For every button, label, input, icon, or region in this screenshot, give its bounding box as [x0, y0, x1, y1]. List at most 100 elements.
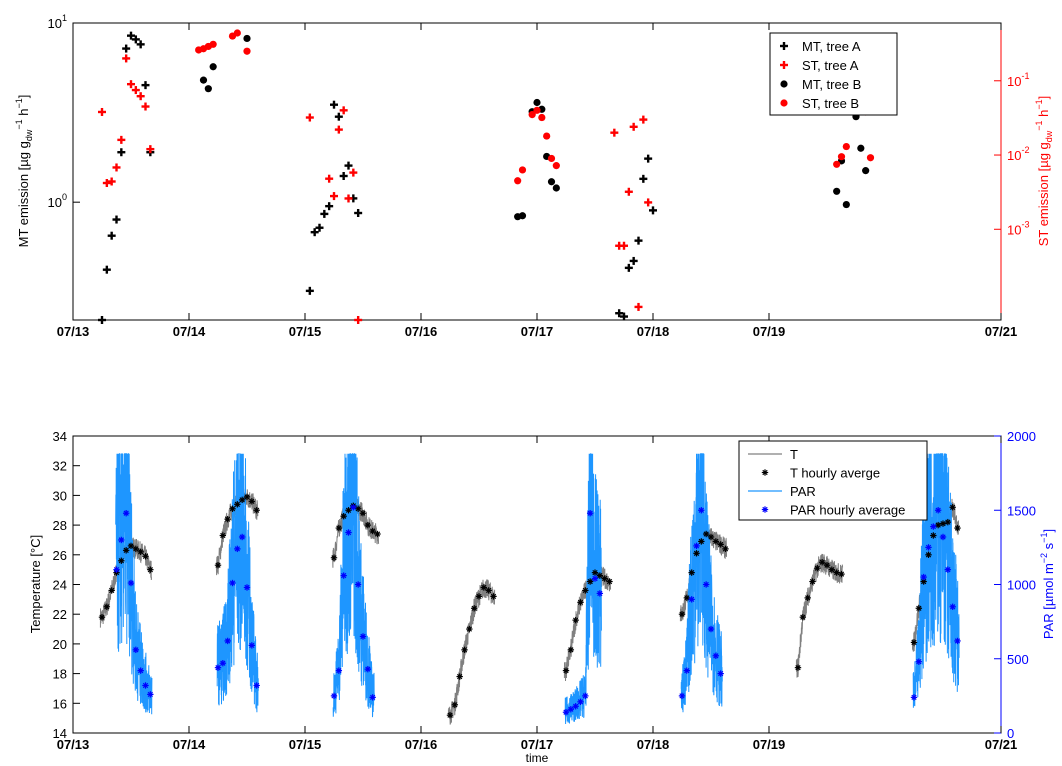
point-mt-tree-a	[320, 209, 329, 218]
temperature-hourly-point	[118, 557, 125, 564]
point-st-tree-a	[131, 86, 140, 95]
point-mt-tree-a	[131, 35, 140, 44]
temperature-hourly-point	[330, 554, 338, 561]
point-st-tree-a	[624, 187, 633, 196]
temperature-hourly-point	[939, 520, 947, 527]
point-st-tree-b	[518, 166, 527, 174]
temperature-hourly-point	[137, 548, 144, 556]
point-mt-tree-a	[117, 148, 126, 157]
par-hourly-point	[335, 667, 343, 674]
point-st-tree-a	[112, 163, 121, 172]
point-st-tree-a	[629, 122, 638, 131]
par-hourly-point	[712, 652, 720, 659]
temperature-hourly-point	[586, 578, 594, 585]
temperature-hourly-point	[335, 524, 343, 532]
point-mt-tree-b	[857, 144, 865, 152]
par-hourly-point	[340, 572, 347, 579]
point-st-tree-b	[209, 40, 217, 48]
top-left-axis: 101 100	[48, 13, 80, 210]
point-mt-tree-a	[354, 209, 363, 218]
par-hourly-point	[354, 581, 362, 588]
temperature-hourly-point	[954, 524, 961, 532]
top-right-tick-label: 10-2	[1007, 145, 1029, 163]
point-mt-tree-b	[833, 187, 841, 195]
par-hourly-point	[572, 703, 579, 710]
temperature-hourly-point	[582, 587, 589, 594]
top-plot-marks	[98, 29, 875, 324]
temperature-hourly-point	[934, 521, 942, 529]
point-st-tree-b	[533, 106, 541, 114]
temperature-hourly-point	[369, 527, 376, 535]
par-hourly-point	[586, 510, 594, 517]
temperature-hourly-point	[229, 505, 236, 512]
point-st-tree-a	[107, 177, 116, 186]
point-mt-tree-b	[204, 85, 212, 93]
point-st-tree-b	[243, 47, 251, 55]
point-mt-tree-a	[634, 236, 643, 245]
bottom-right-tick-label: 2000	[1007, 429, 1036, 444]
par-line	[912, 453, 960, 708]
temperature-hourly-point	[809, 578, 816, 585]
par-hourly-point	[954, 637, 961, 645]
point-st-tree-a	[127, 80, 135, 89]
point-mt-tree-a	[112, 215, 121, 224]
par-hourly-point	[238, 533, 246, 541]
x-tick-label: 07/19	[753, 324, 786, 339]
par-hourly-point	[137, 667, 144, 674]
bottom-left-tick-label: 28	[53, 518, 67, 533]
point-mt-tree-b	[862, 167, 870, 175]
point-st-tree-a	[354, 316, 363, 324]
par-hourly-point	[915, 658, 923, 665]
point-mt-tree-a	[315, 223, 324, 232]
point-mt-tree-a	[325, 202, 334, 211]
temperature-hourly-point	[132, 545, 140, 553]
par-hourly-point	[582, 692, 589, 700]
point-st-tree-a	[639, 115, 648, 124]
point-st-tree-b	[538, 113, 546, 122]
point-st-tree-a	[325, 174, 334, 183]
temperature-hourly-point	[359, 510, 367, 517]
bottom-x-axis: 07/13 07/14 07/15 07/16 07/17 07/18 07/19 07/21	[57, 436, 1017, 752]
par-line	[564, 453, 602, 725]
par-hourly-point	[934, 507, 942, 514]
top-left-axis-label: MT emission [µg gdw−1 h−1]	[14, 95, 34, 248]
point-mt-tree-a	[644, 154, 653, 163]
legend-marker	[780, 99, 788, 107]
legend-label: ST, tree A	[802, 58, 859, 73]
temperature-hourly-point	[340, 512, 347, 520]
legend-label: MT, tree A	[802, 39, 861, 54]
temperature-hourly-point	[814, 564, 821, 572]
x-tick-label: 07/19	[753, 737, 786, 752]
bottom-left-tick-label: 26	[53, 548, 67, 563]
temperature-hourly-point	[485, 587, 492, 594]
point-mt-tree-b	[209, 63, 217, 71]
temperature-hourly-point	[98, 613, 106, 621]
x-tick-label: 07/14	[173, 737, 206, 752]
temperature-hourly-point	[702, 530, 710, 538]
par-line	[680, 453, 723, 713]
point-st-tree-a	[102, 179, 111, 188]
top-right-tick-label: 10-3	[1007, 219, 1029, 237]
par-hourly-point	[591, 575, 599, 582]
point-st-tree-a	[141, 102, 150, 111]
legend-label: PAR hourly average	[790, 503, 905, 518]
temperature-hourly-point	[374, 530, 381, 538]
temperature-hourly-point	[234, 501, 241, 508]
point-mt-tree-a	[615, 309, 624, 318]
temperature-hourly-point	[678, 611, 686, 618]
point-mt-tree-a	[127, 31, 135, 40]
temperature-hourly-point	[224, 515, 231, 523]
par-hourly-point	[939, 533, 947, 541]
bottom-legend: T T hourly averge PAR PAR hourly average	[738, 440, 928, 521]
par-hourly-point	[122, 510, 130, 517]
point-st-tree-a	[122, 54, 131, 63]
point-st-tree-a	[339, 106, 348, 115]
bottom-left-axis: 14 16 18 20 22 24 26 28 30 32 34	[53, 429, 80, 741]
point-mt-tree-a	[136, 40, 145, 49]
temperature-hourly-point	[683, 594, 691, 602]
temperature-hourly-point	[693, 550, 700, 557]
temperature-hourly-point	[345, 507, 352, 514]
par-hourly-point	[369, 694, 376, 701]
legend-label: T hourly averge	[790, 466, 880, 481]
